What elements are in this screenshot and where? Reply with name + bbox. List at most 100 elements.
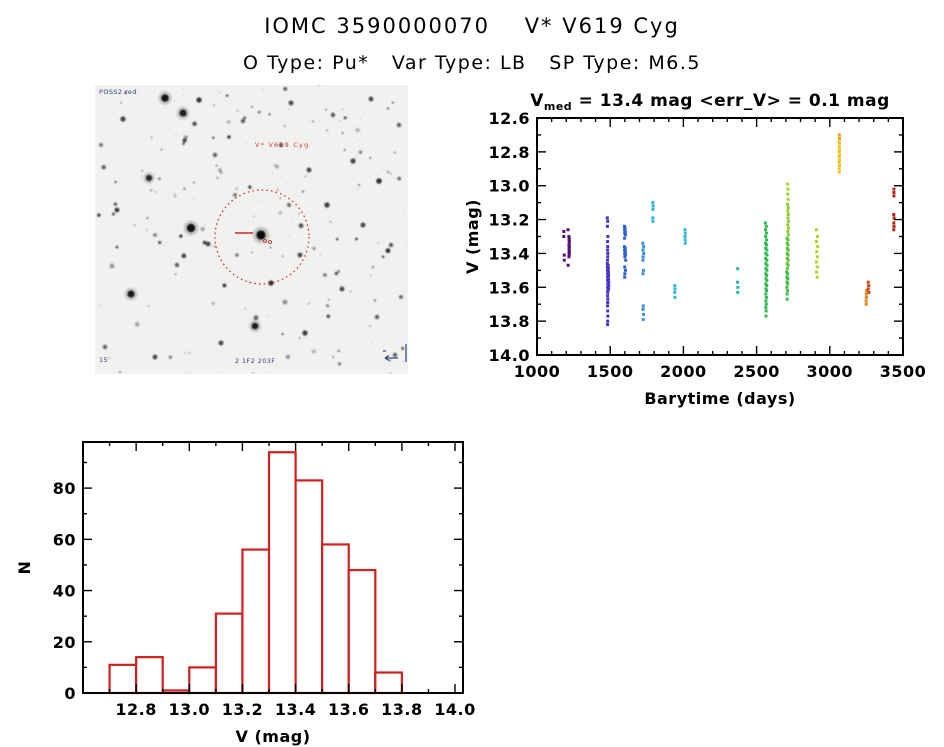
x-tick-label: 14.0 [434, 700, 475, 719]
data-point [786, 187, 790, 191]
x-tick-label: 3000 [807, 362, 854, 381]
x-tick-label: 3500 [880, 362, 927, 381]
data-point [606, 251, 610, 255]
data-point [567, 235, 571, 238]
data-point [623, 231, 627, 235]
data-point [786, 277, 790, 281]
data-point [562, 258, 566, 262]
data-point [815, 270, 819, 274]
data-point [764, 272, 768, 276]
target-dot [268, 240, 272, 244]
data-point [765, 258, 769, 262]
data-point [763, 221, 767, 225]
y-tick-label: 14.0 [489, 346, 530, 365]
data-point [566, 228, 570, 232]
compass-icon [383, 344, 407, 362]
data-point [623, 246, 627, 250]
data-point [567, 246, 571, 250]
data-point [786, 272, 790, 276]
data-point [605, 265, 609, 269]
page-subtitle: O Type: Pu* Var Type: LB SP Type: M6.5 [243, 52, 701, 74]
data-point [865, 289, 869, 293]
data-point [765, 289, 769, 293]
data-point [641, 272, 645, 276]
data-point [606, 304, 610, 308]
data-point [606, 301, 610, 305]
data-point [837, 155, 841, 159]
data-point [683, 235, 687, 238]
x-tick-label: 2500 [733, 362, 780, 381]
data-point [786, 263, 790, 267]
data-point [765, 279, 769, 283]
y-tick-label: 13.4 [489, 244, 530, 263]
data-point [606, 263, 610, 267]
data-point [606, 245, 610, 249]
x-axis-title: V (mag) [236, 727, 311, 746]
data-point [606, 290, 610, 294]
data-point [785, 251, 789, 255]
y-tick-label: 13.0 [489, 177, 530, 196]
data-point [623, 251, 627, 255]
data-point [866, 287, 870, 291]
data-point [785, 262, 789, 266]
data-point [786, 229, 790, 233]
target-annotations: V* V619 Cyg POSS2 red 15' 2 1F2 203F [99, 88, 310, 365]
data-point [786, 243, 790, 247]
background-noise [95, 86, 408, 374]
scale-label: 15' [99, 356, 110, 364]
data-point [816, 245, 820, 249]
axes: 1000 1500 2000 2500 3000 3500 12.6 12.8 13.0 13.2… [489, 109, 927, 381]
data-point [864, 292, 868, 296]
data-point [567, 241, 571, 245]
y-tick-label: 13.6 [489, 278, 530, 297]
data-point [786, 212, 790, 216]
data-point [785, 285, 789, 289]
data-point [736, 267, 740, 271]
data-point [786, 223, 790, 227]
y-tick-label: 40 [53, 582, 76, 601]
x-tick-label: 12.8 [115, 700, 156, 719]
histogram-bars [108, 451, 403, 695]
data-point [892, 224, 896, 228]
data-point [567, 255, 571, 259]
data-point [623, 265, 627, 269]
y-tick-label: 12.6 [489, 109, 530, 128]
data-point [567, 253, 571, 257]
data-point [786, 197, 790, 201]
data-point [567, 245, 571, 249]
data-point [785, 275, 789, 279]
data-point [764, 309, 768, 313]
data-point [816, 255, 820, 259]
data-point [607, 273, 611, 277]
y-tick-label: 13.8 [489, 312, 530, 331]
data-point [641, 268, 645, 272]
data-point [607, 284, 611, 288]
data-point [764, 267, 768, 271]
data-point [567, 236, 571, 240]
data-point [837, 153, 841, 157]
data-point [607, 287, 611, 291]
lightcurve-points [562, 133, 896, 327]
y-tick-label: 60 [53, 530, 76, 549]
data-point [606, 297, 610, 301]
data-point [837, 163, 841, 167]
data-point [892, 216, 896, 220]
data-point [786, 216, 790, 220]
data-point [765, 268, 769, 272]
y-tick-label: 20 [53, 633, 76, 652]
data-point [624, 258, 628, 262]
data-point [641, 304, 645, 308]
data-point [623, 229, 627, 233]
data-point [785, 257, 789, 261]
data-point [567, 238, 571, 242]
data-point [764, 302, 768, 306]
data-point [683, 231, 687, 235]
data-point [892, 221, 896, 225]
data-point [864, 302, 868, 306]
data-point [764, 295, 768, 299]
data-point [673, 290, 677, 294]
finding-chart-image: V* V619 Cyg POSS2 red 15' 2 1F2 203F [95, 85, 408, 374]
data-point [673, 287, 677, 291]
target-circle [214, 189, 310, 285]
